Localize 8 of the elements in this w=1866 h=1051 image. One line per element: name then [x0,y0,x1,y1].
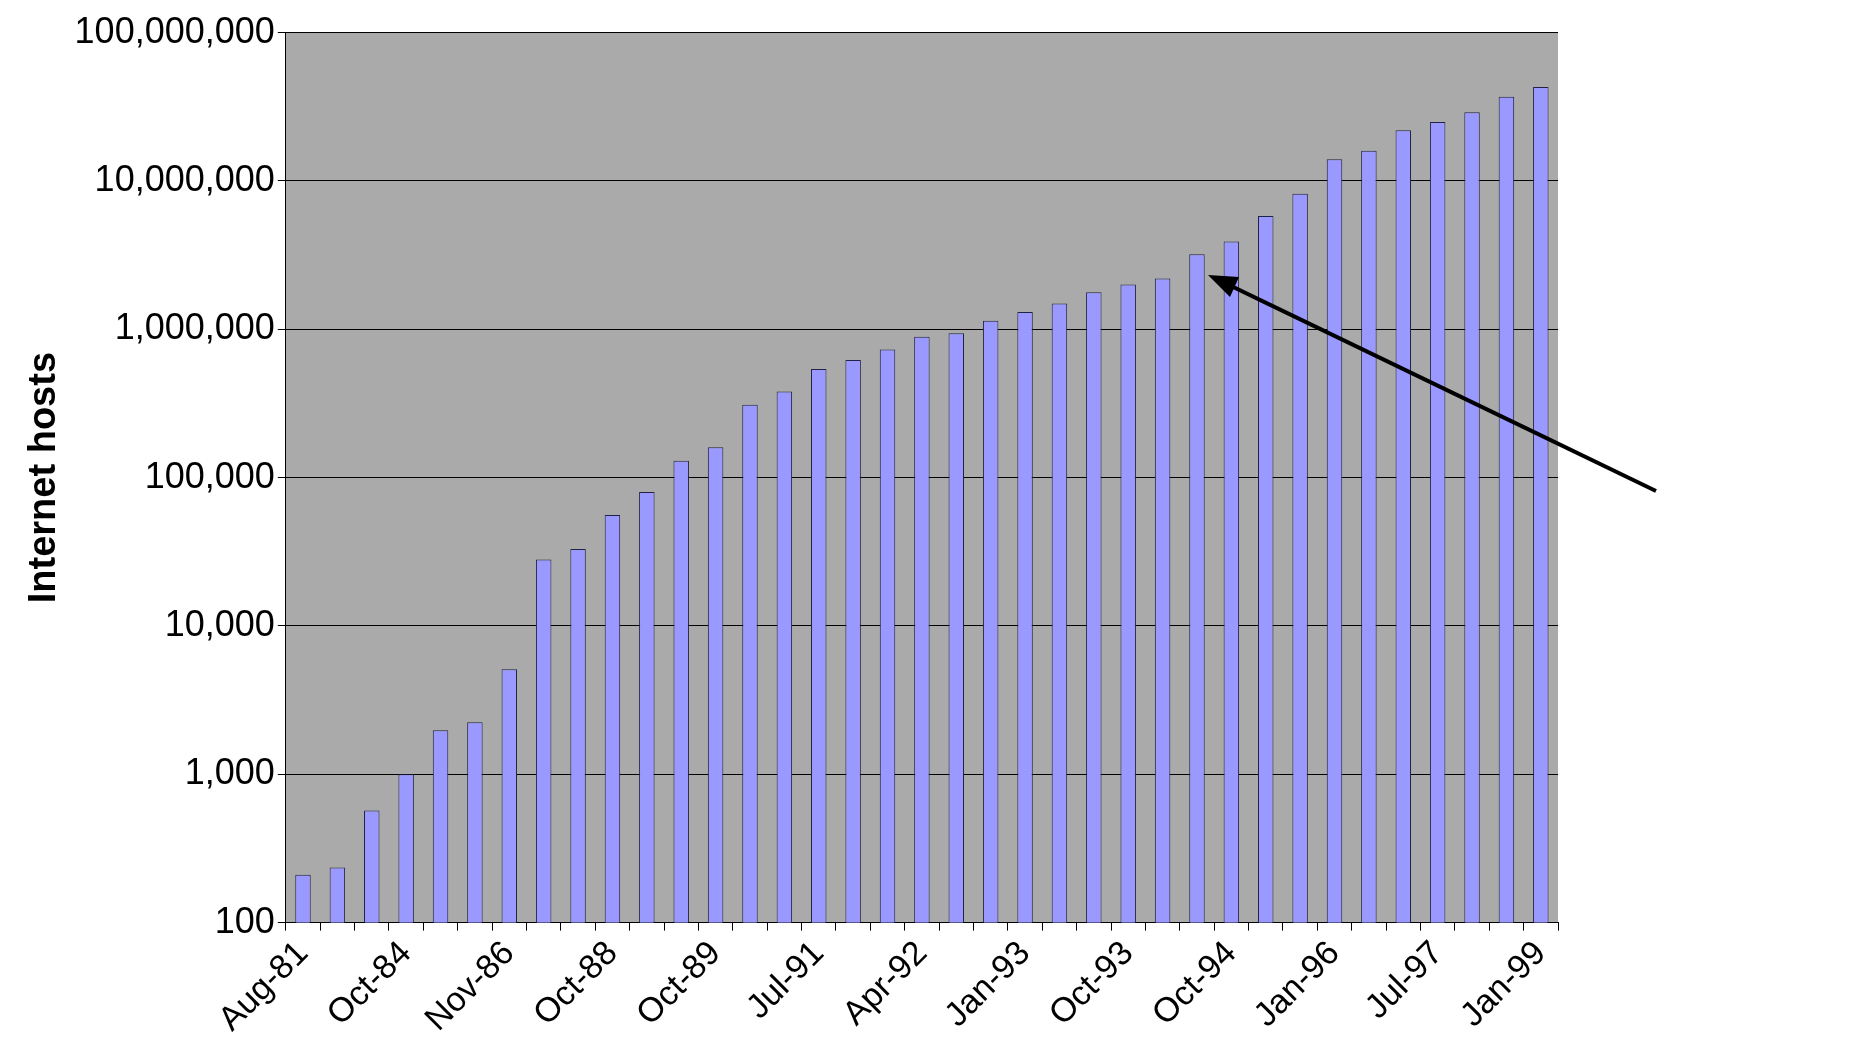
y-tick-label: 10,000 [164,602,275,644]
y-tick-label: 100 [214,899,275,941]
y-tick-label: 1,000 [184,751,275,793]
y-tick-label: 100,000 [144,454,275,496]
y-tick-label: 1,000,000 [114,306,275,348]
y-axis-title: Internet hosts [21,351,64,604]
y-tick-label: 10,000,000 [94,157,275,199]
y-tick-label: 100,000,000 [74,9,275,51]
